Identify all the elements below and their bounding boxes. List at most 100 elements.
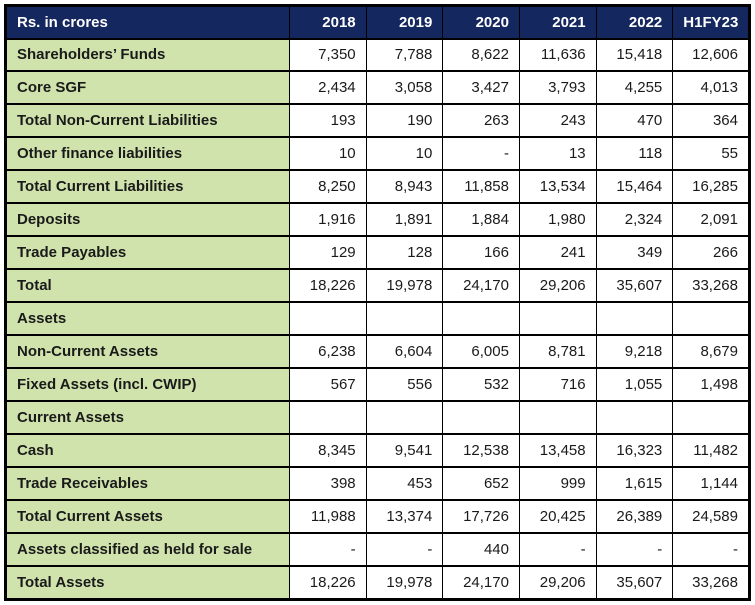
table-row: Total Current Assets 11,988 13,374 17,726 20… [5, 498, 750, 534]
value-cell: 1,884 [442, 202, 520, 238]
value-cell: 19,978 [365, 268, 444, 303]
value-cell: 453 [365, 465, 444, 501]
value-cell: 29,206 [518, 564, 597, 601]
value-cell [365, 301, 444, 336]
value-cell: 8,781 [518, 333, 597, 369]
value-cell: 1,916 [289, 202, 367, 238]
value-cell: 6,238 [289, 333, 367, 369]
value-cell: 26,389 [595, 498, 674, 534]
value-cell: - [672, 531, 750, 567]
value-cell: 263 [442, 103, 520, 139]
value-cell: 190 [365, 103, 444, 139]
value-cell: 13,374 [365, 498, 444, 534]
value-cell: 440 [442, 531, 520, 567]
row-label: Total Current Assets [5, 498, 290, 534]
value-cell: 999 [518, 465, 597, 501]
value-cell: 1,615 [595, 465, 674, 501]
table-header: Rs. in crores 2018 2019 2020 2021 2022 H1FY23 [5, 4, 750, 40]
table-row: Total Current Liabilities 8,250 8,943 11,85… [5, 169, 750, 205]
value-cell: 12,606 [672, 37, 750, 73]
value-cell: 10 [365, 136, 444, 172]
value-cell: 8,943 [365, 169, 444, 205]
section-row: Assets [5, 301, 750, 336]
table-row: Fixed Assets (incl. CWIP) 567 556 532 716 1,0… [5, 366, 750, 402]
value-cell [442, 399, 520, 435]
value-cell: 35,607 [595, 268, 674, 303]
table-row: Core SGF 2,434 3,058 3,427 3,793 4,255 4,013 [5, 70, 750, 106]
value-cell: 4,255 [595, 70, 674, 106]
value-cell: 2,324 [595, 202, 674, 238]
value-cell: 24,170 [442, 268, 520, 303]
row-label: Assets [5, 301, 290, 336]
value-cell: 29,206 [518, 268, 597, 303]
value-cell: 2,091 [672, 202, 750, 238]
value-cell: 6,604 [365, 333, 444, 369]
value-cell: 20,425 [518, 498, 597, 534]
value-cell: 3,058 [365, 70, 444, 106]
row-label: Core SGF [5, 70, 290, 106]
table-row: Other finance liabilities 10 10-13 118 55 [5, 136, 750, 172]
value-cell: 1,891 [365, 202, 444, 238]
column-header-2022: 2022 [595, 4, 674, 40]
value-cell [672, 301, 750, 336]
value-cell: 10 [289, 136, 367, 172]
header-row: Rs. in crores 2018 2019 2020 2021 2022 H1FY23 [5, 4, 750, 40]
column-header-h1fy23: H1FY23 [672, 4, 750, 40]
value-cell: 1,980 [518, 202, 597, 238]
value-cell: 8,250 [289, 169, 367, 205]
value-cell: 241 [518, 235, 597, 271]
value-cell: 243 [518, 103, 597, 139]
value-cell: 17,726 [442, 498, 520, 534]
value-cell [595, 399, 674, 435]
value-cell: - [365, 531, 444, 567]
value-cell: 1,144 [672, 465, 750, 501]
value-cell: 15,464 [595, 169, 674, 205]
row-label: Total Non-Current Liabilities [5, 103, 290, 139]
value-cell: 129 [289, 235, 367, 271]
value-cell: 33,268 [672, 564, 750, 601]
table-row: Non-Current Assets 6,238 6,604 6,005 8,781 9,… [5, 333, 750, 369]
row-label: Total Current Liabilities [5, 169, 290, 205]
value-cell: 266 [672, 235, 750, 271]
value-cell: 470 [595, 103, 674, 139]
value-cell: 11,636 [518, 37, 597, 73]
value-cell: 3,793 [518, 70, 597, 106]
value-cell: 532 [442, 366, 520, 402]
value-cell: 7,788 [365, 37, 444, 73]
value-cell: 118 [595, 136, 674, 172]
value-cell [289, 301, 367, 336]
value-cell [289, 399, 367, 435]
value-cell: 18,226 [289, 268, 367, 303]
value-cell: 716 [518, 366, 597, 402]
balance-sheet-table: Rs. in crores 2018 2019 2020 2021 2022 H1FY23 … [4, 4, 751, 601]
row-label: Trade Receivables [5, 465, 290, 501]
row-label: Shareholders’ Funds [5, 37, 290, 73]
value-cell: 2,434 [289, 70, 367, 106]
row-label: Other finance liabilities [5, 136, 290, 172]
value-cell: 13,458 [518, 432, 597, 468]
row-label: Total [5, 268, 290, 303]
value-cell [595, 301, 674, 336]
value-cell: 364 [672, 103, 750, 139]
table-row: Trade Receivables 398 453 652 999 1,615 1,144 [5, 465, 750, 501]
value-cell: 9,218 [595, 333, 674, 369]
value-cell: 16,285 [672, 169, 750, 205]
value-cell: 398 [289, 465, 367, 501]
value-cell: - [289, 531, 367, 567]
value-cell: 19,978 [365, 564, 444, 601]
value-cell: 24,589 [672, 498, 750, 534]
value-cell: - [442, 136, 520, 172]
table-row: Cash 8,345 9,541 12,538 13,458 16,323 11,482 [5, 432, 750, 468]
value-cell: 35,607 [595, 564, 674, 601]
value-cell: 33,268 [672, 268, 750, 303]
table-row: Assets classified as held for sale - -440-… [5, 531, 750, 567]
value-cell: 16,323 [595, 432, 674, 468]
column-header-2020: 2020 [442, 4, 520, 40]
row-label: Trade Payables [5, 235, 290, 271]
value-cell: 24,170 [442, 564, 520, 601]
table-row: Trade Payables 129 128 166 241 349 266 [5, 235, 750, 271]
value-cell: 652 [442, 465, 520, 501]
value-cell: 13 [518, 136, 597, 172]
value-cell [442, 301, 520, 336]
